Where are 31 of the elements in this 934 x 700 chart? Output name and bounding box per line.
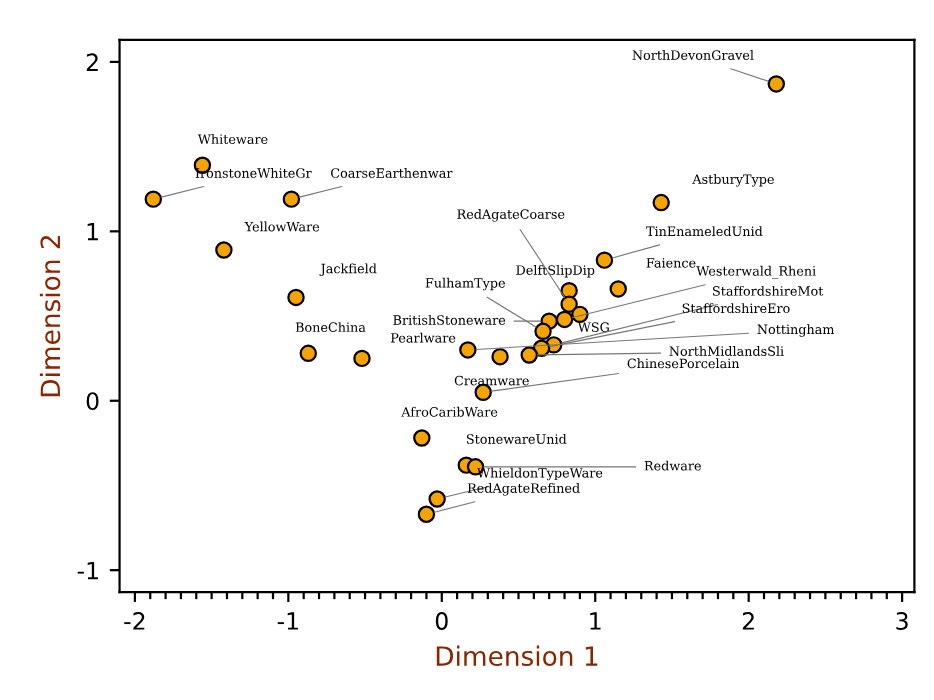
point bbox=[413, 429, 431, 447]
point bbox=[287, 288, 305, 307]
x-axis-title: Dimension 1 bbox=[436, 645, 598, 667]
point bbox=[459, 341, 477, 359]
point bbox=[609, 280, 627, 298]
y-axis-title: Dimension 2 bbox=[39, 235, 61, 397]
x-tick-label: 0 bbox=[435, 612, 448, 630]
point bbox=[767, 75, 785, 93]
point bbox=[595, 251, 614, 269]
x-tick-label: 2 bbox=[742, 612, 754, 630]
x-tick-label: 3 bbox=[896, 612, 908, 630]
x-tick-label: -2 bbox=[124, 612, 145, 630]
point bbox=[428, 490, 446, 508]
y-tick-label: 2 bbox=[86, 53, 98, 71]
point bbox=[215, 241, 233, 259]
point bbox=[491, 347, 509, 366]
point bbox=[555, 310, 574, 329]
point bbox=[417, 505, 436, 523]
point bbox=[144, 190, 163, 208]
point bbox=[560, 295, 578, 313]
x-tick-label: 1 bbox=[590, 612, 601, 630]
y-tick-label: 0 bbox=[86, 392, 99, 411]
point bbox=[353, 349, 371, 368]
point bbox=[520, 346, 538, 364]
y-tick-label: -1 bbox=[77, 561, 98, 580]
y-tick-label: 1 bbox=[87, 223, 98, 241]
x-tick-label: -1 bbox=[277, 612, 298, 630]
point bbox=[652, 193, 670, 212]
point bbox=[282, 190, 301, 208]
point bbox=[534, 322, 552, 341]
point bbox=[299, 344, 317, 363]
